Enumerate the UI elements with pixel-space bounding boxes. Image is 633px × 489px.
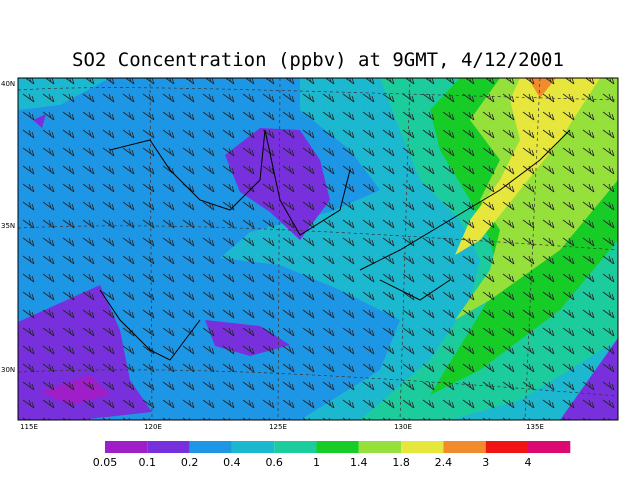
level-label: 2.4 — [435, 456, 453, 469]
color-swatch — [401, 441, 444, 453]
level-label: 4 — [525, 456, 532, 469]
title: SO2 Concentration (ppbv) at 9GMT, 4/12/2… — [72, 49, 564, 71]
level-label: 1.4 — [350, 456, 368, 469]
level-label: 0.6 — [265, 456, 283, 469]
lon-label: 125E — [269, 423, 287, 431]
level-label: 0.4 — [223, 456, 241, 469]
color-swatch — [147, 441, 190, 453]
level-label: 1.8 — [392, 456, 410, 469]
color-swatch — [316, 441, 359, 453]
lat-label: 35N — [1, 222, 15, 230]
color-swatch — [528, 441, 571, 453]
level-label: 3 — [482, 456, 489, 469]
color-swatch — [189, 441, 232, 453]
level-label: 0.1 — [139, 456, 157, 469]
lon-label: 120E — [144, 423, 162, 431]
lon-label: 135E — [526, 423, 544, 431]
level-label: 1 — [313, 456, 320, 469]
color-swatch — [105, 441, 148, 453]
level-label: 0.2 — [181, 456, 199, 469]
graticule — [18, 78, 618, 420]
lon-label: 115E — [20, 423, 38, 431]
color-swatch — [274, 441, 317, 453]
color-swatch — [443, 441, 486, 453]
color-swatch — [358, 441, 402, 453]
lat-label: 30N — [1, 366, 15, 374]
wind-barbs — [18, 78, 618, 420]
level-label: 0.05 — [93, 456, 118, 469]
axis-labels: 115E 120E 125E 130E 135E 40N 35N 30N — [1, 80, 544, 431]
colorbar: 0.05 0.1 0.2 0.4 0.6 1 1.4 1.8 2.4 3 4 — [93, 441, 571, 469]
color-swatch — [231, 441, 275, 453]
color-swatch — [485, 441, 528, 453]
lon-label: 130E — [394, 423, 412, 431]
map-frame — [17, 77, 619, 421]
lat-label: 40N — [1, 80, 15, 88]
coastline — [99, 129, 571, 361]
map — [18, 78, 618, 420]
